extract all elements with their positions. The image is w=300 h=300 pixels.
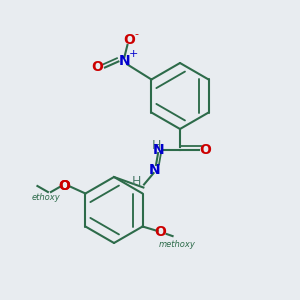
Text: O: O [92,61,104,74]
Text: O: O [154,226,166,239]
Text: +: + [129,49,138,59]
Text: -: - [134,29,138,40]
Text: ethoxy: ethoxy [32,194,61,202]
Text: N: N [118,55,130,68]
Text: methoxy: methoxy [159,240,196,249]
Text: O: O [58,179,70,193]
Text: O: O [123,33,135,46]
Text: N: N [153,143,165,157]
Text: O: O [200,143,211,157]
Text: H: H [132,175,141,188]
Text: H: H [151,139,161,152]
Text: N: N [149,163,160,176]
Text: O: O [58,179,70,193]
